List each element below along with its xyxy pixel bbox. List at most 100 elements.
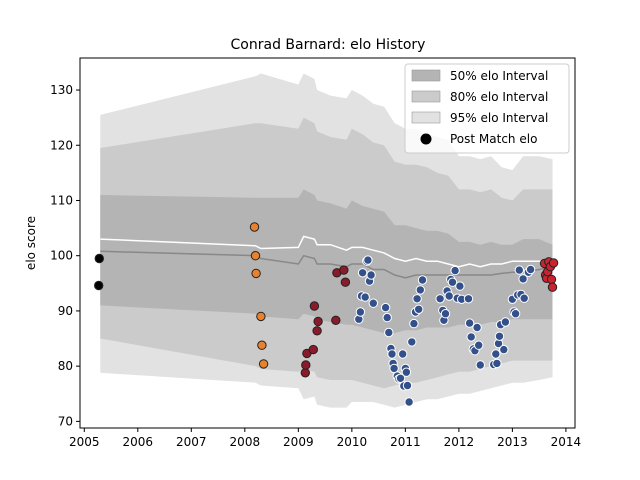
legend-swatch xyxy=(411,111,441,124)
x-tick-label: 2014 xyxy=(551,435,582,449)
mean-line xyxy=(100,235,553,268)
x-tick-label: 2011 xyxy=(390,435,421,449)
data-point xyxy=(474,340,484,350)
data-point xyxy=(518,274,528,284)
data-point xyxy=(251,268,261,279)
data-point xyxy=(500,317,511,327)
plot-frame xyxy=(79,57,576,429)
data-point xyxy=(447,277,458,287)
data-point xyxy=(313,316,323,327)
data-point xyxy=(414,304,424,314)
y-tick-label: 130 xyxy=(50,83,73,97)
data-point xyxy=(494,331,505,341)
data-point xyxy=(548,258,559,268)
data-point xyxy=(366,270,376,280)
legend-swatch xyxy=(411,90,441,103)
data-point xyxy=(331,315,341,325)
data-point xyxy=(440,309,451,319)
x-tick-label: 2009 xyxy=(283,435,314,449)
x-tick-label: 2005 xyxy=(69,435,100,449)
y-tick-label: 90 xyxy=(58,304,73,318)
data-point xyxy=(340,277,351,287)
y-axis-ticks: 70 80 90 100 110 120 130 xyxy=(50,83,80,428)
data-point xyxy=(510,309,521,319)
data-point xyxy=(525,264,536,275)
data-point xyxy=(519,293,529,303)
data-point xyxy=(355,307,366,317)
y-tick-label: 80 xyxy=(58,359,73,373)
x-tick-label: 2012 xyxy=(444,435,475,449)
data-point xyxy=(250,251,261,261)
data-point xyxy=(491,349,501,359)
data-point xyxy=(309,301,320,311)
data-point xyxy=(387,349,397,359)
chart-title: Conrad Barnard: elo History xyxy=(231,37,426,53)
data-point xyxy=(455,281,465,291)
data-point xyxy=(463,294,474,304)
data-point xyxy=(256,311,266,322)
data-point xyxy=(312,326,322,336)
legend-label: 80% elo Interval xyxy=(450,90,548,104)
legend-label: 95% elo Interval xyxy=(450,111,548,125)
data-point xyxy=(409,318,419,329)
x-tick-label: 2013 xyxy=(497,435,528,449)
legend-marker xyxy=(420,133,432,145)
x-tick-label: 2006 xyxy=(123,435,154,449)
data-point xyxy=(466,332,476,342)
data-point xyxy=(380,302,391,313)
chart-legend: 50% elo Interval 80% elo Interval 95% elo … xyxy=(404,63,570,154)
data-point xyxy=(382,312,392,323)
data-point xyxy=(398,349,408,359)
data-point xyxy=(514,265,524,275)
x-tick-label: 2010 xyxy=(337,435,368,449)
data-point xyxy=(357,268,368,278)
x-tick-label: 2008 xyxy=(230,435,261,449)
legend-swatch xyxy=(411,69,441,82)
y-tick-label: 70 xyxy=(58,414,73,428)
data-point xyxy=(417,275,428,285)
data-point xyxy=(415,285,425,295)
y-tick-label: 120 xyxy=(50,138,73,152)
data-point xyxy=(94,280,104,291)
data-point xyxy=(258,359,269,369)
data-point xyxy=(389,363,399,374)
y-tick-label: 100 xyxy=(50,249,73,263)
data-point xyxy=(300,368,310,378)
x-tick-label: 2007 xyxy=(176,435,207,449)
elo-trend-lines xyxy=(100,235,553,279)
legend-items: 50% elo Interval 80% elo Interval 95% elo … xyxy=(411,69,548,146)
data-point xyxy=(301,360,311,370)
data-point xyxy=(450,265,460,276)
data-point xyxy=(401,367,412,377)
legend-label: 50% elo Interval xyxy=(450,69,548,83)
data-point xyxy=(435,294,445,304)
data-point xyxy=(360,292,370,302)
data-point xyxy=(368,298,378,308)
data-point xyxy=(472,322,482,333)
data-point xyxy=(412,294,422,304)
median-line xyxy=(100,250,553,279)
post-match-points xyxy=(94,222,559,407)
data-point xyxy=(499,344,509,355)
data-point xyxy=(475,360,485,370)
data-point xyxy=(257,340,267,350)
legend-box xyxy=(404,63,570,154)
legend-label: Post Match elo xyxy=(450,132,537,146)
data-point xyxy=(492,358,502,369)
data-point xyxy=(395,373,406,383)
y-tick-label: 110 xyxy=(50,193,73,207)
data-point xyxy=(384,327,394,338)
data-point xyxy=(444,291,454,301)
x-axis-ticks: 2005 2006 2007 2008 2009 2010 2011 2012 2013 2014 xyxy=(69,428,581,449)
y-axis-title: elo score xyxy=(24,216,38,270)
data-point xyxy=(546,274,557,285)
data-point xyxy=(464,318,475,328)
data-point xyxy=(363,255,373,265)
data-point xyxy=(308,344,318,355)
data-point xyxy=(547,282,558,292)
data-point xyxy=(404,397,414,407)
data-point xyxy=(94,253,105,264)
data-point xyxy=(407,337,417,347)
data-point xyxy=(339,265,349,275)
